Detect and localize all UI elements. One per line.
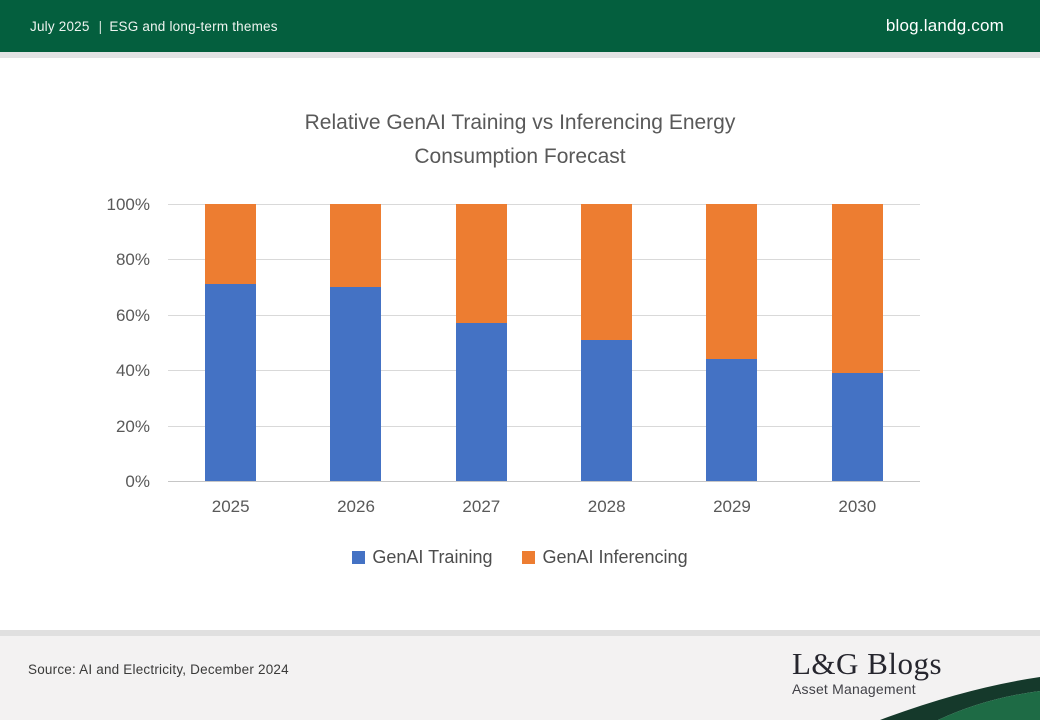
chart-title-line1: Relative GenAI Training vs Inferencing E… [304, 111, 736, 134]
legend-item-training: GenAI Training [352, 547, 492, 568]
x-tick-label-2026: 2026 [337, 497, 375, 516]
gridline-80 [168, 259, 920, 261]
y-tick-label-80: 80% [115, 250, 150, 270]
header-bar: July 2025 | ESG and long-term themes blo… [0, 0, 1040, 52]
y-tick-label-20: 20% [115, 416, 150, 436]
bar-2028 [544, 204, 669, 481]
x-tick-label-2025: 2025 [211, 497, 250, 516]
gridline-0 [168, 481, 920, 482]
gridline-100 [168, 204, 920, 205]
bar-segment-2026-genai-training [330, 287, 382, 481]
chart-title: Relative GenAI Training vs Inferencing E… [120, 106, 920, 174]
legend-label-training: GenAI Training [372, 547, 493, 567]
bar-segment-2026-genai-inferencing [330, 204, 382, 288]
bar-segment-2025-genai-training [205, 284, 257, 481]
bar-2025 [168, 204, 293, 481]
bar-segment-2030-genai-inferencing [831, 204, 883, 373]
bar-segment-2025-genai-inferencing [205, 204, 257, 285]
bar-segment-2029-genai-training [706, 359, 758, 481]
chart-title-line2: Consumption Forecast [414, 145, 626, 168]
bar-2026 [293, 204, 418, 481]
logo-subtitle: Asset Management [792, 681, 916, 697]
bar-segment-2027-genai-training [455, 323, 507, 481]
y-tick-label-40: 40% [115, 361, 150, 381]
gridline-20 [168, 425, 920, 427]
logo-title: L&G Blogs [792, 646, 943, 681]
header-breadcrumb: July 2025 | ESG and long-term themes [30, 19, 278, 34]
header-divider [0, 52, 1040, 58]
bar-segment-2028-genai-training [581, 339, 633, 481]
gridline-60 [168, 314, 920, 316]
bar-segment-2030-genai-training [831, 372, 883, 481]
x-tick-label-2030: 2030 [838, 497, 877, 516]
gridline-40 [168, 370, 920, 372]
bar-segment-2028-genai-inferencing [581, 204, 633, 340]
header-section: ESG and long-term themes [109, 18, 278, 34]
chart-legend: GenAI Training GenAI Inferencing [0, 547, 1040, 568]
y-tick-label-100: 100% [106, 195, 150, 214]
x-axis-labels: 2025 2026 2027 2028 2029 2030 [168, 497, 920, 517]
bar-2029 [669, 204, 794, 481]
plot-area [168, 204, 920, 482]
bar-segment-2029-genai-inferencing [706, 204, 758, 360]
source-caption: Source: AI and Electricity, December 202… [28, 662, 289, 677]
legend-item-inferencing: GenAI Inferencing [522, 547, 688, 568]
x-tick-label-2027: 2027 [462, 497, 501, 516]
corner-swoosh-icon [880, 677, 1040, 720]
header-separator: | [98, 18, 103, 34]
bar-segment-2027-genai-inferencing [455, 204, 507, 324]
inferencing-swatch-icon [522, 551, 536, 564]
y-tick-label-60: 60% [115, 305, 150, 325]
header-site-url: blog.landg.com [885, 16, 1004, 35]
x-tick-label-2028: 2028 [587, 497, 626, 516]
x-tick-label-2029: 2029 [713, 497, 751, 516]
bar-2030 [795, 204, 920, 481]
header-date: July 2025 [30, 18, 90, 34]
footer-bar: Source: AI and Electricity, December 202… [0, 630, 1040, 720]
training-swatch-icon [352, 551, 366, 564]
y-tick-label-0: 0% [125, 472, 150, 491]
bar-2027 [419, 204, 544, 481]
legend-label-inferencing: GenAI Inferencing [542, 547, 688, 567]
lg-blogs-logo: L&G Blogs Asset Management [792, 646, 943, 698]
